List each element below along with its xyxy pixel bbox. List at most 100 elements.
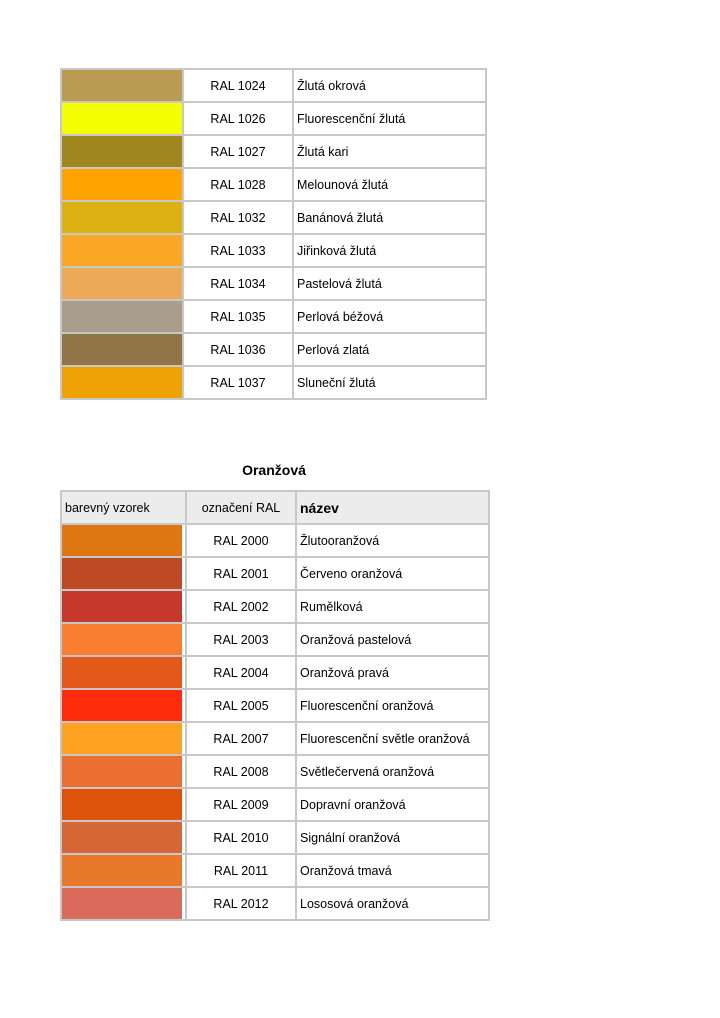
color-swatch-cell [60, 523, 187, 558]
table-row: RAL 2005 Fluorescenční oranžová [60, 688, 490, 723]
color-name: Perlová zlatá [292, 332, 487, 367]
color-name: Melounová žlutá [292, 167, 487, 202]
ral-code: RAL 1033 [182, 233, 294, 268]
color-name: Perlová béžová [292, 299, 487, 334]
table-row: RAL 2010 Signální oranžová [60, 820, 490, 855]
ral-code: RAL 1028 [182, 167, 294, 202]
table-row: RAL 1037 Sluneční žlutá [60, 365, 487, 400]
header-name: název [295, 490, 490, 525]
ral-code: RAL 2001 [185, 556, 297, 591]
color-name: Fluorescenční oranžová [295, 688, 490, 723]
color-swatch [62, 657, 182, 688]
color-swatch-cell [60, 332, 184, 367]
table-row: RAL 2004 Oranžová pravá [60, 655, 490, 690]
color-swatch [62, 888, 182, 919]
color-swatch [62, 591, 182, 622]
color-swatch-cell [60, 266, 184, 301]
ral-table-orange: barevný vzorek označení RAL název RAL 20… [60, 490, 490, 921]
ral-code: RAL 2008 [185, 754, 297, 789]
color-swatch-cell [60, 754, 187, 789]
ral-table-yellow-body: RAL 1024 Žlutá okrová RAL 1026 Fluorescenčn… [60, 68, 487, 400]
color-swatch [62, 558, 182, 589]
color-swatch-cell [60, 556, 187, 591]
color-swatch [62, 822, 182, 853]
color-name: Žlutá okrová [292, 68, 487, 103]
ral-code: RAL 2000 [185, 523, 297, 558]
color-name: Banánová žlutá [292, 200, 487, 235]
section-title-orange: Oranžová [242, 462, 306, 478]
ral-code: RAL 2010 [185, 820, 297, 855]
color-name: Fluorescenční žlutá [292, 101, 487, 136]
color-name: Žlutooranžová [295, 523, 490, 558]
ral-code: RAL 1024 [182, 68, 294, 103]
table-row: RAL 2012 Lososová oranžová [60, 886, 490, 921]
color-swatch-cell [60, 365, 184, 400]
color-swatch-cell [60, 886, 187, 921]
ral-code: RAL 2003 [185, 622, 297, 657]
table-header-row: barevný vzorek označení RAL název [60, 490, 490, 525]
color-swatch [62, 367, 182, 398]
color-name: Pastelová žlutá [292, 266, 487, 301]
ral-code: RAL 1036 [182, 332, 294, 367]
ral-code: RAL 1034 [182, 266, 294, 301]
color-swatch-cell [60, 688, 187, 723]
ral-code: RAL 2012 [185, 886, 297, 921]
table-row: RAL 1028 Melounová žlutá [60, 167, 487, 202]
table-row: RAL 2009 Dopravní oranžová [60, 787, 490, 822]
table-row: RAL 2003 Oranžová pastelová [60, 622, 490, 657]
color-swatch-cell [60, 655, 187, 690]
color-name: Fluorescenční světle oranžová [295, 721, 490, 756]
header-swatch: barevný vzorek [60, 490, 187, 525]
color-swatch-cell [60, 134, 184, 169]
color-swatch [62, 789, 182, 820]
table-row: RAL 1024 Žlutá okrová [60, 68, 487, 103]
color-swatch-cell [60, 233, 184, 268]
color-swatch [62, 268, 182, 299]
table-row: RAL 1036 Perlová zlatá [60, 332, 487, 367]
color-swatch-cell [60, 721, 187, 756]
table-row: RAL 1032 Banánová žlutá [60, 200, 487, 235]
color-swatch [62, 690, 182, 721]
table-row: RAL 1027 Žlutá kari [60, 134, 487, 169]
ral-code: RAL 2007 [185, 721, 297, 756]
color-swatch [62, 756, 182, 787]
ral-table-orange-body: barevný vzorek označení RAL název RAL 20… [60, 490, 490, 921]
ral-code: RAL 2004 [185, 655, 297, 690]
table-row: RAL 2007 Fluorescenční světle oranžová [60, 721, 490, 756]
color-name: Oranžová pravá [295, 655, 490, 690]
color-swatch [62, 136, 182, 167]
color-swatch-cell [60, 787, 187, 822]
ral-code: RAL 1037 [182, 365, 294, 400]
table-row: RAL 2008 Světlečervená oranžová [60, 754, 490, 789]
color-swatch [62, 169, 182, 200]
ral-table-yellow: RAL 1024 Žlutá okrová RAL 1026 Fluorescenčn… [60, 68, 487, 400]
color-swatch-cell [60, 589, 187, 624]
color-swatch [62, 202, 182, 233]
color-name: Lososová oranžová [295, 886, 490, 921]
table-row: RAL 2011 Oranžová tmavá [60, 853, 490, 888]
color-name: Rumělková [295, 589, 490, 624]
ral-code: RAL 1032 [182, 200, 294, 235]
ral-code: RAL 2009 [185, 787, 297, 822]
table-row: RAL 2002 Rumělková [60, 589, 490, 624]
color-swatch [62, 103, 182, 134]
color-name: Žlutá kari [292, 134, 487, 169]
ral-code: RAL 2005 [185, 688, 297, 723]
color-name: Červeno oranžová [295, 556, 490, 591]
color-swatch [62, 70, 182, 101]
color-name: Oranžová pastelová [295, 622, 490, 657]
color-swatch [62, 624, 182, 655]
table-row: RAL 1033 Jiřinková žlutá [60, 233, 487, 268]
header-code: označení RAL [185, 490, 297, 525]
color-name: Dopravní oranžová [295, 787, 490, 822]
color-swatch-cell [60, 200, 184, 235]
color-swatch [62, 301, 182, 332]
ral-code: RAL 2002 [185, 589, 297, 624]
color-swatch-cell [60, 853, 187, 888]
color-swatch [62, 334, 182, 365]
color-swatch-cell [60, 299, 184, 334]
color-name: Světlečervená oranžová [295, 754, 490, 789]
color-swatch-cell [60, 622, 187, 657]
table-row: RAL 2001 Červeno oranžová [60, 556, 490, 591]
table-row: RAL 1034 Pastelová žlutá [60, 266, 487, 301]
